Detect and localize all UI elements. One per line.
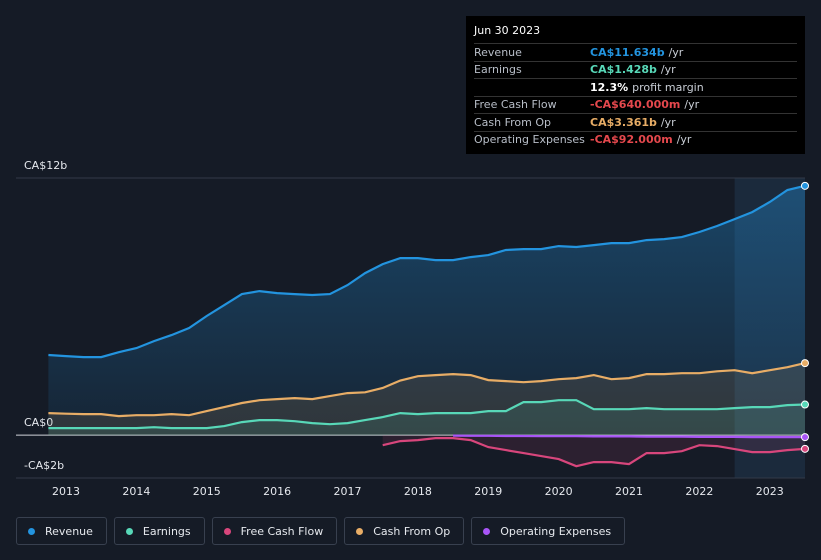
legend-label: Revenue [45, 524, 93, 538]
tooltip-date: Jun 30 2023 [474, 24, 541, 37]
tooltip-label: Cash From Op [474, 115, 552, 129]
tooltip-value: CA$3.361b [590, 115, 657, 129]
legend-item[interactable]: Operating Expenses [471, 517, 626, 545]
legend-swatch [356, 527, 364, 535]
tooltip-row: Earnings CA$1.428b/yr [474, 60, 797, 79]
legend-label: Free Cash Flow [240, 524, 324, 538]
legend-item[interactable]: Revenue [16, 517, 107, 545]
series-line [453, 434, 805, 439]
tooltip-row: Free Cash Flow -CA$640.000m/yr [474, 95, 797, 114]
tooltip-row: 12.3% profit margin [474, 78, 797, 96]
end-marker [801, 181, 809, 190]
legend-label: Earnings [142, 524, 191, 538]
tooltip-label: Operating Expenses [474, 133, 585, 147]
tooltip-row: Cash From Op CA$3.361b/yr [474, 113, 797, 131]
legend-label: Operating Expenses [500, 524, 612, 538]
x-tick-label: 2015 [193, 485, 221, 498]
tooltip-label: Free Cash Flow [474, 98, 557, 112]
end-marker [801, 400, 809, 409]
legend-label: Cash From Op [373, 524, 451, 538]
end-marker [801, 433, 809, 442]
tooltip-value: 12.3% [590, 80, 629, 94]
tooltip-value: CA$11.634b [590, 45, 665, 59]
tooltip-unit: /yr [660, 63, 676, 77]
series-area [48, 400, 805, 436]
tooltip-label: Earnings [474, 63, 522, 77]
tooltip-unit: /yr [660, 115, 676, 129]
tooltip-unit: /yr [676, 133, 692, 147]
series-area [382, 435, 805, 467]
y-tick-label: CA$12b [24, 159, 67, 172]
x-tick-label: 2017 [334, 485, 362, 498]
series-line [48, 184, 806, 359]
tooltip-unit: /yr [668, 45, 684, 59]
tooltip-value: -CA$92.000m [590, 133, 673, 147]
series-area [48, 185, 805, 436]
y-tick-label: CA$0 [24, 416, 53, 429]
series-line [382, 437, 806, 468]
legend-swatch [223, 527, 231, 535]
tooltip: Jun 30 2023 Revenue CA$11.634b/yr Earnings C… [466, 16, 805, 154]
legend-item[interactable]: Free Cash Flow [211, 517, 338, 545]
x-tick-label: 2019 [474, 485, 502, 498]
end-marker [801, 444, 809, 453]
series-line [48, 362, 806, 418]
legend-swatch [125, 527, 133, 535]
tooltip-row: Operating Expenses -CA$92.000m/yr [474, 130, 797, 149]
x-tick-label: 2016 [263, 485, 291, 498]
series-line [48, 399, 806, 430]
legend: Revenue Earnings Free Cash Flow Cash From O… [16, 517, 626, 545]
legend-swatch [483, 527, 491, 535]
x-tick-label: 2013 [52, 485, 80, 498]
x-tick-label: 2023 [756, 485, 784, 498]
x-tick-label: 2022 [685, 485, 713, 498]
tooltip-unit: profit margin [632, 80, 704, 94]
legend-item[interactable]: Earnings [113, 517, 205, 545]
tooltip-value: -CA$640.000m [590, 98, 681, 112]
tooltip-row: Revenue CA$11.634b/yr [474, 43, 797, 61]
y-tick-label: -CA$2b [24, 459, 64, 472]
legend-item[interactable]: Cash From Op [344, 517, 465, 545]
x-tick-label: 2014 [122, 485, 150, 498]
x-tick-label: 2018 [404, 485, 432, 498]
legend-swatch [28, 527, 35, 535]
tooltip-label: Revenue [474, 45, 522, 59]
x-tick-label: 2021 [615, 485, 643, 498]
end-marker [801, 359, 809, 368]
tooltip-unit: /yr [684, 98, 700, 112]
tooltip-value: CA$1.428b [590, 63, 657, 77]
series-area [48, 363, 805, 436]
x-tick-label: 2020 [545, 485, 573, 498]
